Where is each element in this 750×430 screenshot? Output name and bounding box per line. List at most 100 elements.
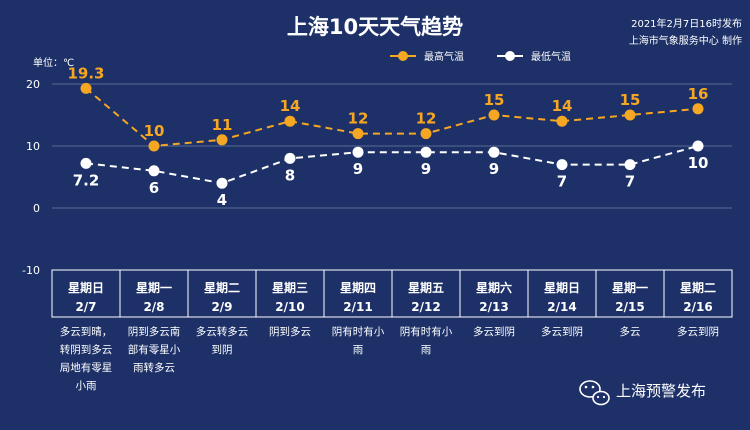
weather-description: 多云 bbox=[620, 325, 641, 338]
weather-description: 转阴到多云 bbox=[60, 343, 113, 356]
high-temp-label: 15 bbox=[620, 91, 641, 109]
legend-high-marker bbox=[398, 51, 408, 61]
weather-description: 局地有零星 bbox=[60, 361, 113, 374]
weekday-label: 星期一 bbox=[612, 280, 648, 295]
weekday-label: 星期日 bbox=[68, 280, 104, 295]
weather-description: 多云到阴 bbox=[473, 325, 515, 338]
low-temp-label: 9 bbox=[353, 160, 363, 178]
high-temp-point bbox=[216, 134, 228, 146]
wechat-icon bbox=[579, 380, 610, 406]
high-temp-label: 16 bbox=[688, 85, 709, 103]
publish-time: 2021年2月7日16时发布 bbox=[631, 17, 742, 30]
weather-description: 小雨 bbox=[76, 380, 97, 392]
weekday-label: 星期一 bbox=[136, 280, 172, 295]
legend-low-label: 最低气温 bbox=[531, 50, 571, 63]
low-temp-point bbox=[420, 146, 432, 158]
high-temp-label: 15 bbox=[484, 91, 505, 109]
high-temp-label: 12 bbox=[348, 110, 369, 128]
weather-description: 阴有时有小 bbox=[400, 325, 453, 338]
low-temp-label: 4 bbox=[217, 191, 227, 209]
high-temp-label: 19.3 bbox=[67, 64, 104, 82]
weather-description: 阴到多云 bbox=[269, 325, 311, 338]
high-temp-point bbox=[420, 128, 432, 140]
high-temp-label: 10 bbox=[144, 122, 165, 140]
series-points bbox=[80, 82, 704, 189]
brand-name: 上海预警发布 bbox=[616, 382, 706, 400]
weather-description: 到阴 bbox=[212, 344, 233, 356]
weather-description: 多云到晴， bbox=[60, 325, 113, 338]
high-temp-point bbox=[624, 109, 636, 121]
legend: 最高气温 最低气温 bbox=[390, 50, 571, 63]
y-tick-label: 20 bbox=[26, 78, 40, 91]
legend-high-label: 最高气温 bbox=[424, 50, 464, 63]
low-temp-label: 7.2 bbox=[73, 171, 100, 189]
low-temp-label: 8 bbox=[285, 166, 295, 184]
low-temp-label: 9 bbox=[489, 160, 499, 178]
weekday-label: 星期四 bbox=[340, 280, 376, 295]
date-label: 2/16 bbox=[683, 300, 712, 314]
weekday-label: 星期二 bbox=[680, 280, 716, 295]
weather-description: 多云到阴 bbox=[677, 325, 719, 338]
date-label: 2/10 bbox=[275, 300, 304, 314]
date-label: 2/15 bbox=[615, 300, 644, 314]
low-temp-label: 10 bbox=[688, 154, 709, 172]
low-temp-label: 7 bbox=[625, 173, 635, 191]
low-temp-point bbox=[148, 165, 160, 177]
date-label: 2/7 bbox=[75, 300, 96, 314]
high-temp-point bbox=[488, 109, 500, 121]
high-temp-point bbox=[80, 82, 92, 94]
weather-description: 多云转多云 bbox=[196, 325, 249, 338]
high-temp-label: 11 bbox=[212, 116, 233, 134]
data-labels: 19.3 10 11 14 12 12 15 14 15 16 7.2 6 4 8 9 9 9 7 7 10 bbox=[67, 64, 708, 209]
weekday-label: 星期六 bbox=[476, 280, 512, 295]
high-temp-point bbox=[148, 140, 160, 152]
date-label: 2/8 bbox=[143, 300, 164, 314]
date-label: 2/14 bbox=[547, 300, 576, 314]
weather-description: 阴有时有小 bbox=[332, 325, 385, 338]
weekday-label: 星期日 bbox=[544, 280, 580, 295]
low-temp-line bbox=[85, 145, 699, 185]
low-temp-point bbox=[352, 146, 364, 158]
low-temp-point bbox=[216, 177, 228, 189]
series-lines bbox=[85, 87, 699, 185]
producer-credit: 上海市气象服务中心 制作 bbox=[629, 34, 742, 47]
low-temp-point bbox=[488, 146, 500, 158]
low-temp-point bbox=[624, 159, 636, 171]
weather-description: 雨 bbox=[421, 344, 432, 356]
high-temp-point bbox=[284, 115, 296, 127]
low-temp-point bbox=[556, 159, 568, 171]
y-tick-label: -10 bbox=[22, 264, 40, 277]
y-tick-label: 0 bbox=[33, 202, 40, 215]
weekday-label: 星期五 bbox=[408, 280, 444, 295]
low-temp-point bbox=[80, 157, 92, 169]
legend-low-marker bbox=[505, 51, 515, 61]
weather-description: 多云到阴 bbox=[541, 325, 583, 338]
high-temp-point bbox=[352, 128, 364, 140]
weather-description: 部有零星小 bbox=[128, 343, 181, 356]
low-temp-point bbox=[692, 140, 704, 152]
date-label: 2/12 bbox=[411, 300, 440, 314]
weather-description: 雨 bbox=[353, 344, 364, 356]
date-label: 2/13 bbox=[479, 300, 508, 314]
high-temp-line bbox=[85, 87, 699, 148]
unit-label: 单位：℃ bbox=[33, 56, 74, 69]
weather-description: 阴到多云南 bbox=[128, 325, 181, 338]
low-temp-label: 7 bbox=[557, 173, 567, 191]
weekday-label: 星期三 bbox=[272, 280, 308, 295]
low-temp-point bbox=[284, 152, 296, 164]
low-temp-label: 6 bbox=[149, 179, 159, 197]
date-label: 2/9 bbox=[211, 300, 232, 314]
high-temp-label: 14 bbox=[280, 97, 301, 115]
high-temp-point bbox=[556, 115, 568, 127]
low-temp-label: 9 bbox=[421, 160, 431, 178]
y-tick-label: 10 bbox=[26, 140, 40, 153]
forecast-table: 星期日2/7多云到晴，转阴到多云局地有零星小雨星期一2/8阴到多云南部有零星小雨… bbox=[51, 269, 733, 392]
high-temp-label: 14 bbox=[552, 97, 573, 115]
brand-watermark: 上海预警发布 bbox=[579, 380, 706, 406]
y-axis: -10 0 10 20 bbox=[22, 78, 40, 277]
date-label: 2/11 bbox=[343, 300, 372, 314]
weather-description: 雨转多云 bbox=[133, 361, 175, 374]
chart-title: 上海10天天气趋势 bbox=[287, 15, 463, 39]
